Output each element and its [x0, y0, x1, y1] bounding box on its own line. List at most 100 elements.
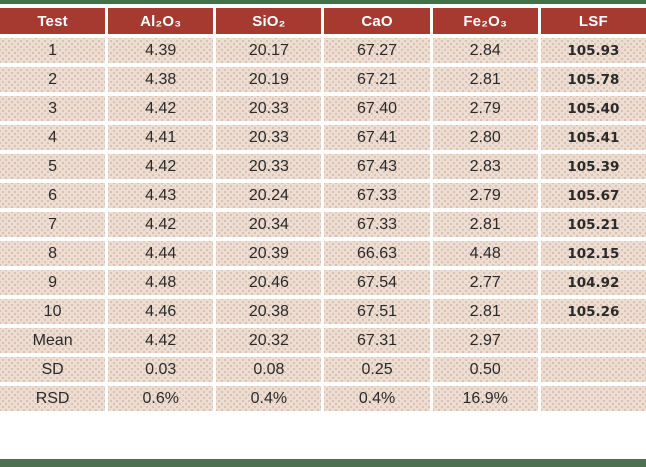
cell-sio2: 20.17 — [216, 38, 322, 63]
cell-sio2: 20.38 — [216, 299, 322, 324]
cell-fe2o3: 2.77 — [432, 270, 538, 295]
cell-al2o3: 4.46 — [108, 299, 214, 324]
cell-fe2o3: 2.81 — [432, 212, 538, 237]
table-row: 2 4.38 20.19 67.21 2.81 105.78 — [0, 67, 646, 92]
table-row: 6 4.43 20.24 67.33 2.79 105.67 — [0, 183, 646, 208]
cell-al2o3: 4.42 — [108, 328, 214, 353]
table-row-sd: SD 0.03 0.08 0.25 0.50 — [0, 357, 646, 382]
cell-sio2: 0.4% — [216, 386, 322, 411]
cell-test: 9 — [0, 270, 106, 295]
cell-test: 8 — [0, 241, 106, 266]
cell-test: 3 — [0, 96, 106, 121]
cell-al2o3: 4.38 — [108, 67, 214, 92]
cell-al2o3: 4.42 — [108, 96, 214, 121]
cell-al2o3: 4.48 — [108, 270, 214, 295]
cell-test: 5 — [0, 154, 106, 179]
analysis-table: Test Al₂O₃ SiO₂ CaO Fe₂O₃ LSF 1 4.39 20.… — [0, 4, 646, 415]
cell-test: 6 — [0, 183, 106, 208]
column-header-fe2o3: Fe₂O₃ — [432, 8, 538, 34]
cell-sio2: 20.19 — [216, 67, 322, 92]
cell-lsf: 105.39 — [540, 154, 646, 179]
cell-lsf: 105.78 — [540, 67, 646, 92]
bottom-accent-bar — [0, 459, 646, 467]
table-row: 3 4.42 20.33 67.40 2.79 105.40 — [0, 96, 646, 121]
cell-cao: 67.31 — [324, 328, 430, 353]
table-row: 1 4.39 20.17 67.27 2.84 105.93 — [0, 38, 646, 63]
cell-fe2o3: 4.48 — [432, 241, 538, 266]
cell-al2o3: 0.6% — [108, 386, 214, 411]
cell-lsf — [540, 357, 646, 382]
cell-cao: 67.33 — [324, 212, 430, 237]
cell-lsf: 104.92 — [540, 270, 646, 295]
cell-sio2: 20.33 — [216, 154, 322, 179]
cell-fe2o3: 2.81 — [432, 67, 538, 92]
column-header-lsf: LSF — [540, 8, 646, 34]
cell-cao: 67.43 — [324, 154, 430, 179]
cell-al2o3: 4.41 — [108, 125, 214, 150]
cell-sio2: 20.32 — [216, 328, 322, 353]
cell-test: 7 — [0, 212, 106, 237]
cell-fe2o3: 2.97 — [432, 328, 538, 353]
table-row: 7 4.42 20.34 67.33 2.81 105.21 — [0, 212, 646, 237]
cell-lsf — [540, 328, 646, 353]
cell-cao: 0.4% — [324, 386, 430, 411]
cell-fe2o3: 2.79 — [432, 96, 538, 121]
cell-test: 4 — [0, 125, 106, 150]
cell-sio2: 20.33 — [216, 125, 322, 150]
cell-lsf: 105.21 — [540, 212, 646, 237]
cell-fe2o3: 2.80 — [432, 125, 538, 150]
cell-al2o3: 4.43 — [108, 183, 214, 208]
cell-test: 2 — [0, 67, 106, 92]
table-row-rsd: RSD 0.6% 0.4% 0.4% 16.9% — [0, 386, 646, 411]
cell-sio2: 20.33 — [216, 96, 322, 121]
cell-cao: 67.54 — [324, 270, 430, 295]
cell-al2o3: 0.03 — [108, 357, 214, 382]
table-row: 9 4.48 20.46 67.54 2.77 104.92 — [0, 270, 646, 295]
cell-test: 1 — [0, 38, 106, 63]
column-header-sio2: SiO₂ — [216, 8, 322, 34]
cell-fe2o3: 2.81 — [432, 299, 538, 324]
header-row: Test Al₂O₃ SiO₂ CaO Fe₂O₃ LSF — [0, 8, 646, 34]
cell-cao: 67.51 — [324, 299, 430, 324]
cell-lsf: 105.40 — [540, 96, 646, 121]
column-header-al2o3: Al₂O₃ — [108, 8, 214, 34]
top-accent-bar — [0, 0, 646, 4]
cell-lsf: 105.67 — [540, 183, 646, 208]
cell-cao: 0.25 — [324, 357, 430, 382]
cell-sio2: 20.39 — [216, 241, 322, 266]
cell-fe2o3: 0.50 — [432, 357, 538, 382]
cell-lsf: 105.93 — [540, 38, 646, 63]
cell-test: Mean — [0, 328, 106, 353]
cell-fe2o3: 2.79 — [432, 183, 538, 208]
table-row: 10 4.46 20.38 67.51 2.81 105.26 — [0, 299, 646, 324]
cell-al2o3: 4.42 — [108, 154, 214, 179]
cell-fe2o3: 2.83 — [432, 154, 538, 179]
cell-cao: 67.27 — [324, 38, 430, 63]
cell-test: SD — [0, 357, 106, 382]
table-row: 8 4.44 20.39 66.63 4.48 102.15 — [0, 241, 646, 266]
cell-lsf — [540, 386, 646, 411]
column-header-test: Test — [0, 8, 106, 34]
cell-sio2: 0.08 — [216, 357, 322, 382]
cell-lsf: 105.41 — [540, 125, 646, 150]
cell-al2o3: 4.42 — [108, 212, 214, 237]
cell-fe2o3: 16.9% — [432, 386, 538, 411]
cell-sio2: 20.46 — [216, 270, 322, 295]
cell-sio2: 20.24 — [216, 183, 322, 208]
cell-test: 10 — [0, 299, 106, 324]
cell-al2o3: 4.39 — [108, 38, 214, 63]
cell-lsf: 105.26 — [540, 299, 646, 324]
table-row: 4 4.41 20.33 67.41 2.80 105.41 — [0, 125, 646, 150]
cell-cao: 67.40 — [324, 96, 430, 121]
cell-lsf: 102.15 — [540, 241, 646, 266]
cell-sio2: 20.34 — [216, 212, 322, 237]
cell-cao: 67.41 — [324, 125, 430, 150]
cell-cao: 67.33 — [324, 183, 430, 208]
cell-cao: 67.21 — [324, 67, 430, 92]
cell-fe2o3: 2.84 — [432, 38, 538, 63]
cell-cao: 66.63 — [324, 241, 430, 266]
table-row-mean: Mean 4.42 20.32 67.31 2.97 — [0, 328, 646, 353]
cell-test: RSD — [0, 386, 106, 411]
table-row: 5 4.42 20.33 67.43 2.83 105.39 — [0, 154, 646, 179]
